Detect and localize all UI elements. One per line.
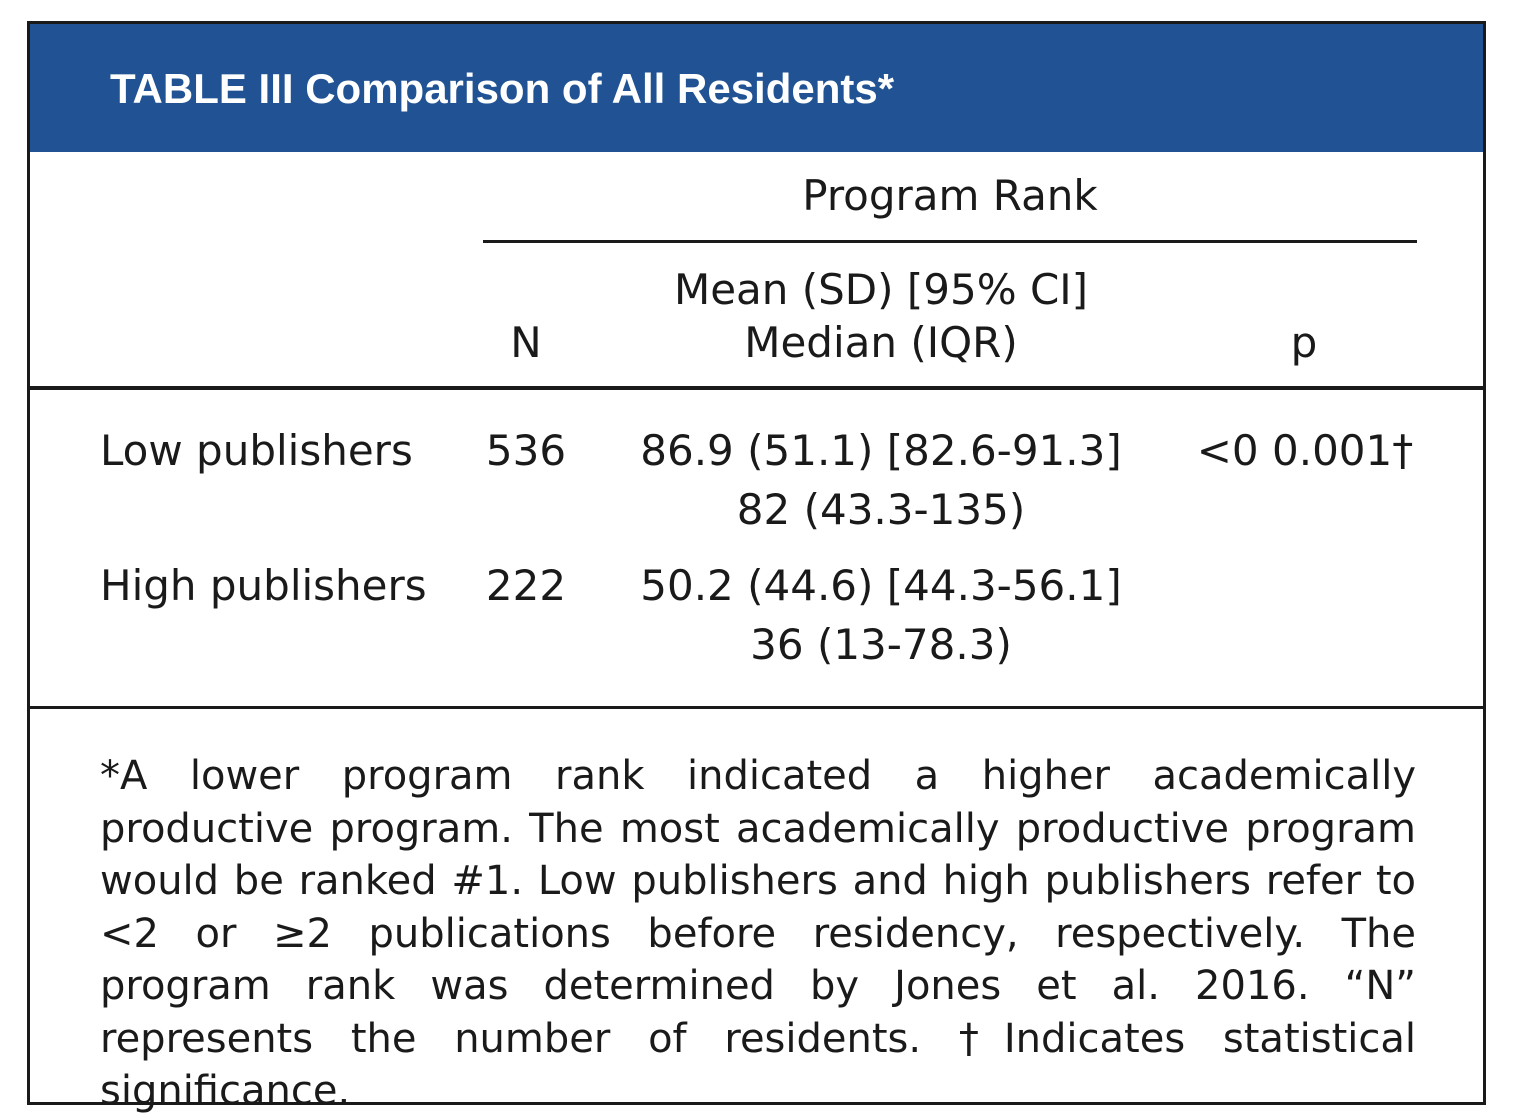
table-title-bar: TABLE III Comparison of All Residents*: [30, 24, 1483, 152]
row-n: 222: [485, 561, 567, 610]
p-header: p: [1290, 318, 1318, 367]
table-title: TABLE III Comparison of All Residents*: [110, 65, 895, 112]
stat-header-line1: Mean (SD) [95% CI]: [673, 265, 1089, 314]
row-label: High publishers: [100, 561, 427, 610]
n-header: N: [510, 318, 542, 367]
table-frame: TABLE III Comparison of All Residents* P…: [27, 21, 1486, 1114]
row-median: 82 (43.3-135): [736, 485, 1026, 534]
stat-header-line2: Median (IQR): [744, 318, 1018, 367]
program-rank-header: Program Rank: [802, 171, 1098, 220]
footnote-divider: [30, 706, 1483, 709]
header-divider: [30, 386, 1483, 390]
table-footnote: *A lower program rank indicated a higher…: [100, 753, 1416, 1114]
row-p-value: <0 0.001†: [1196, 426, 1414, 475]
row-median: 36 (13-78.3): [750, 620, 1012, 669]
row-mean: 50.2 (44.6) [44.3-56.1]: [640, 561, 1122, 610]
row-mean: 86.9 (51.1) [82.6-91.3]: [640, 426, 1122, 475]
program-rank-underline: [483, 240, 1417, 243]
row-label: Low publishers: [100, 426, 413, 475]
row-n: 536: [485, 426, 567, 475]
